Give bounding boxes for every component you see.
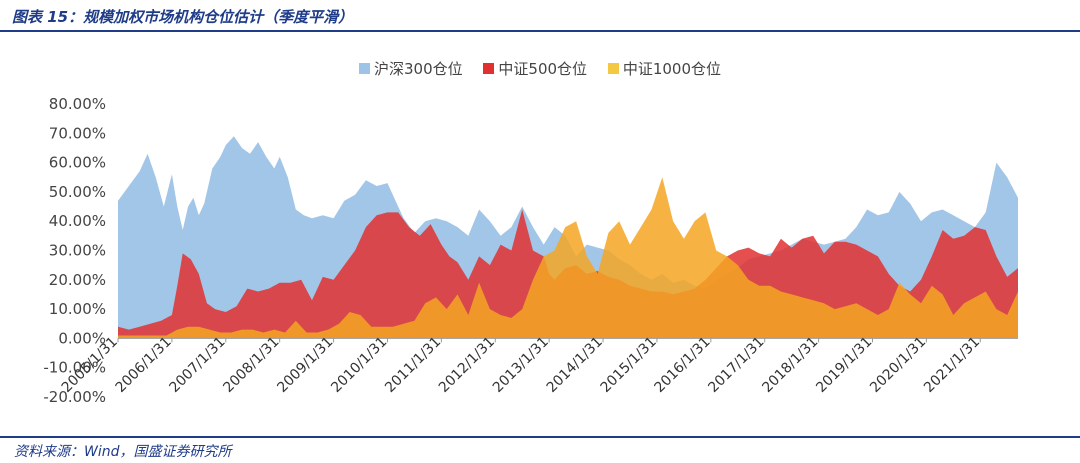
x-tick-group: 2019/1/31 xyxy=(813,334,875,396)
x-tick-label: 2018/1/31 xyxy=(759,334,821,396)
legend-label-csi500: 中证500仓位 xyxy=(498,60,588,78)
x-tick-group: 2008/1/31 xyxy=(220,334,282,396)
x-tick-group: 2013/1/31 xyxy=(490,334,552,396)
legend-swatch-csi500 xyxy=(483,63,495,74)
y-tick-label: 80.00% xyxy=(49,95,106,113)
x-tick-group: 2017/1/31 xyxy=(705,334,767,396)
legend-item-csi1000[interactable]: 中证1000仓位 xyxy=(607,58,722,79)
x-tick-label: 2014/1/31 xyxy=(544,334,606,396)
x-tick-group: 2020/1/31 xyxy=(867,334,929,396)
x-tick-group: 2009/1/31 xyxy=(274,334,336,396)
x-tick-label: 2021/1/31 xyxy=(921,334,983,396)
x-tick-label: 2019/1/31 xyxy=(813,334,875,396)
chart-figure-title: 图表 15：规模加权市场机构仓位估计（季度平滑） xyxy=(12,8,354,26)
x-tick-label: 2017/1/31 xyxy=(705,334,767,396)
y-tick-label: 50.00% xyxy=(49,183,106,201)
y-tick-label: 20.00% xyxy=(49,271,106,289)
footer-divider xyxy=(0,436,1080,438)
x-tick-label: 2006/1/31 xyxy=(113,334,175,396)
legend-label-csi300: 沪深300仓位 xyxy=(373,60,463,78)
legend-item-csi500[interactable]: 中证500仓位 xyxy=(483,58,587,79)
y-tick-label: 30.00% xyxy=(49,242,106,260)
legend-item-csi300[interactable]: 沪深300仓位 xyxy=(358,58,463,79)
source-note: 资料来源：Wind，国盛证券研究所 xyxy=(14,444,232,460)
x-tick-label: 2008/1/31 xyxy=(220,334,282,396)
y-tick-label: 10.00% xyxy=(49,300,106,318)
legend-swatch-csi1000 xyxy=(607,63,619,74)
x-tick-label: 2013/1/31 xyxy=(490,334,552,396)
y-tick-label: 0.00% xyxy=(58,329,106,347)
x-tick-group: 2007/1/31 xyxy=(167,334,229,396)
x-tick-label: 2010/1/31 xyxy=(328,334,390,396)
x-tick-group: 2012/1/31 xyxy=(436,334,498,396)
header-divider xyxy=(0,30,1080,32)
x-tick-label: 2009/1/31 xyxy=(274,334,336,396)
chart-legend: 沪深300仓位 中证500仓位 中证1000仓位 xyxy=(0,58,1080,79)
x-tick-label: 2020/1/31 xyxy=(867,334,929,396)
y-tick-label: 70.00% xyxy=(49,124,106,142)
legend-swatch-csi300 xyxy=(358,63,370,74)
x-tick-group: 2006/1/31 xyxy=(113,334,175,396)
x-tick-group: 2016/1/31 xyxy=(652,334,714,396)
x-tick-group: 2021/1/31 xyxy=(921,334,983,396)
series-area-csi1000 xyxy=(118,177,1018,339)
x-tick-group: 2018/1/31 xyxy=(759,334,821,396)
y-tick-label: -10.00% xyxy=(43,359,106,377)
legend-label-csi1000: 中证1000仓位 xyxy=(622,60,722,78)
x-tick-label: 2016/1/31 xyxy=(652,334,714,396)
y-tick-label: 60.00% xyxy=(49,154,106,172)
x-tick-group: 2014/1/31 xyxy=(544,334,606,396)
chart-header: 图表 15：规模加权市场机构仓位估计（季度平滑） xyxy=(0,0,1080,32)
x-tick-label: 2015/1/31 xyxy=(598,334,660,396)
y-tick-label: -20.00% xyxy=(43,388,106,406)
x-tick-label: 2007/1/31 xyxy=(167,334,229,396)
x-tick-group: 2010/1/31 xyxy=(328,334,390,396)
y-tick-label: 40.00% xyxy=(49,212,106,230)
x-tick-label: 2011/1/31 xyxy=(382,334,444,396)
x-tick-label: 2012/1/31 xyxy=(436,334,498,396)
x-tick-group: 2011/1/31 xyxy=(382,334,444,396)
x-tick-group: 2015/1/31 xyxy=(598,334,660,396)
